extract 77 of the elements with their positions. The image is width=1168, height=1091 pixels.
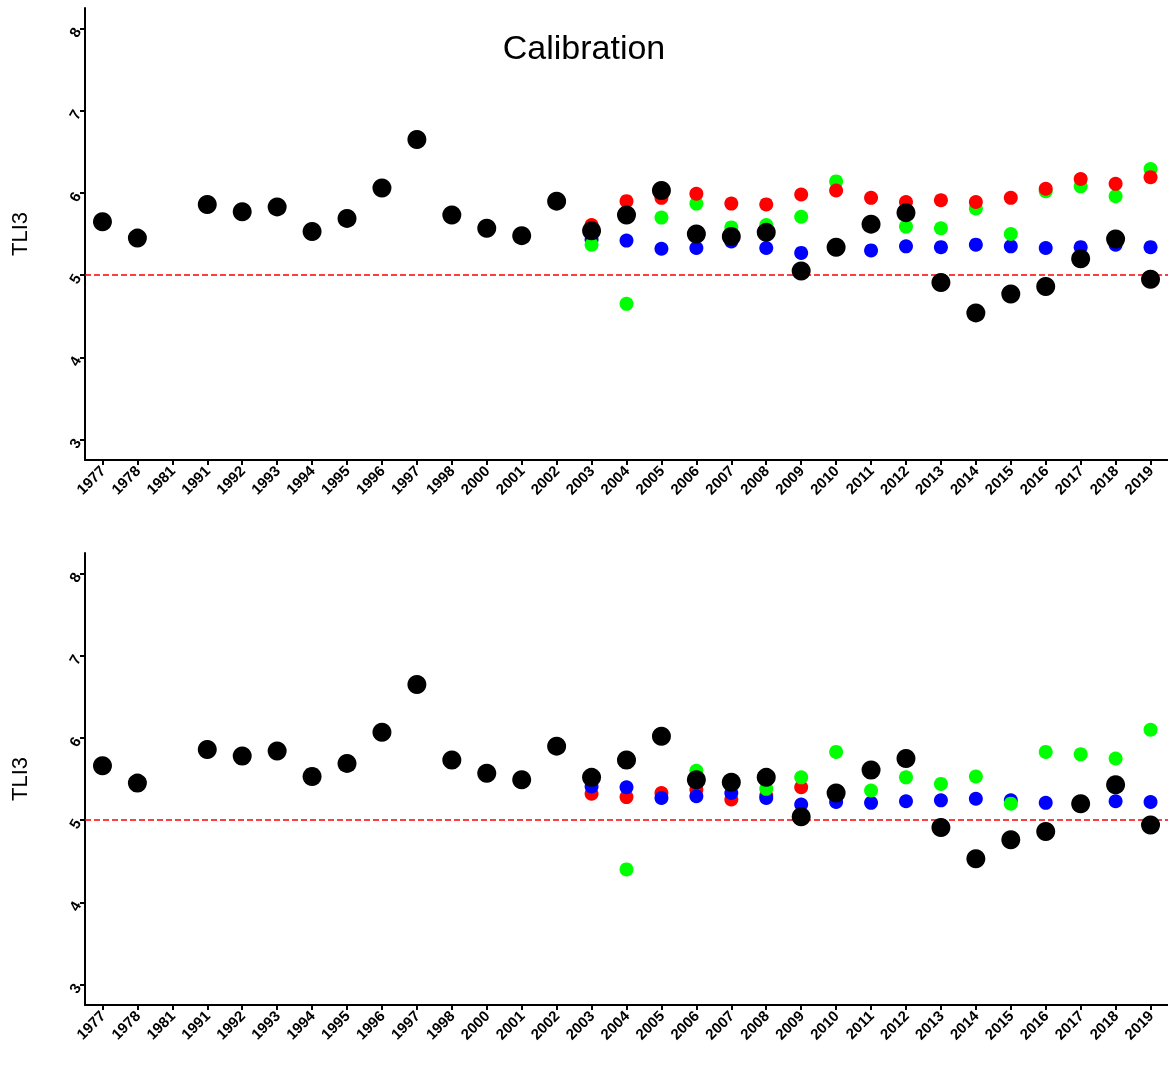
point: [794, 245, 809, 260]
point: [826, 237, 846, 257]
point: [1106, 229, 1126, 249]
point: [899, 239, 913, 254]
y-tick-label: 8: [65, 569, 85, 586]
point: [968, 237, 983, 252]
point: [1108, 189, 1123, 204]
point: [232, 202, 252, 222]
point: [689, 240, 704, 255]
point: [1003, 239, 1018, 254]
point: [1108, 176, 1123, 191]
point: [651, 180, 671, 200]
point: [302, 222, 322, 242]
point: [933, 221, 948, 236]
point: [127, 228, 147, 248]
point: [724, 196, 739, 211]
point: [968, 194, 983, 209]
point: [337, 208, 357, 228]
y-tick-label: 7: [65, 106, 85, 123]
point: [864, 243, 879, 258]
point: [1143, 240, 1158, 255]
point: [756, 222, 776, 242]
point: [759, 240, 774, 255]
y-axis-title: TLI3: [6, 756, 32, 802]
point: [372, 178, 392, 198]
point: [92, 212, 112, 232]
point: [931, 272, 951, 292]
point: [689, 186, 704, 201]
y-tick-label: 3: [65, 980, 85, 996]
y-tick-label: 4: [65, 352, 85, 369]
point: [1141, 269, 1161, 289]
point: [829, 183, 844, 198]
y-tick-label: 7: [65, 651, 85, 668]
point: [861, 214, 881, 234]
point: [267, 197, 287, 217]
point: [1003, 227, 1018, 241]
point: [966, 303, 986, 323]
y-tick-label: 4: [65, 897, 85, 914]
y-axis-title: TLI3: [6, 211, 32, 257]
point: [1073, 171, 1088, 186]
point: [547, 191, 567, 211]
y-tick-label: 6: [65, 733, 85, 750]
y-tick-label: 3: [65, 435, 85, 451]
y-tick-label: 8: [65, 24, 85, 41]
point: [619, 194, 634, 209]
point: [477, 218, 497, 238]
point: [619, 296, 634, 311]
point: [721, 226, 741, 246]
point: [654, 241, 669, 256]
point: [407, 130, 427, 149]
point: [619, 233, 634, 248]
point: [794, 187, 809, 202]
point: [1038, 240, 1053, 255]
point: [686, 224, 706, 244]
point: [933, 193, 948, 208]
point: [1001, 284, 1021, 304]
text: Calibration: [502, 28, 666, 66]
point: [1143, 170, 1158, 185]
point: [197, 194, 217, 214]
point: [654, 210, 669, 225]
point: [899, 219, 913, 234]
point: [791, 261, 811, 281]
point: [442, 205, 462, 225]
point: [864, 190, 879, 205]
point: [512, 226, 532, 246]
point: [1071, 249, 1091, 269]
y-tick-label: 6: [65, 188, 85, 205]
point: [896, 203, 916, 223]
point: [582, 221, 602, 241]
point: [759, 197, 774, 212]
point: [933, 240, 948, 255]
point: [1036, 277, 1056, 297]
point: [1003, 190, 1018, 205]
y-tick-label: 5: [65, 270, 85, 287]
y-tick-label: 5: [65, 815, 85, 832]
point: [617, 205, 636, 225]
point: [794, 209, 809, 224]
